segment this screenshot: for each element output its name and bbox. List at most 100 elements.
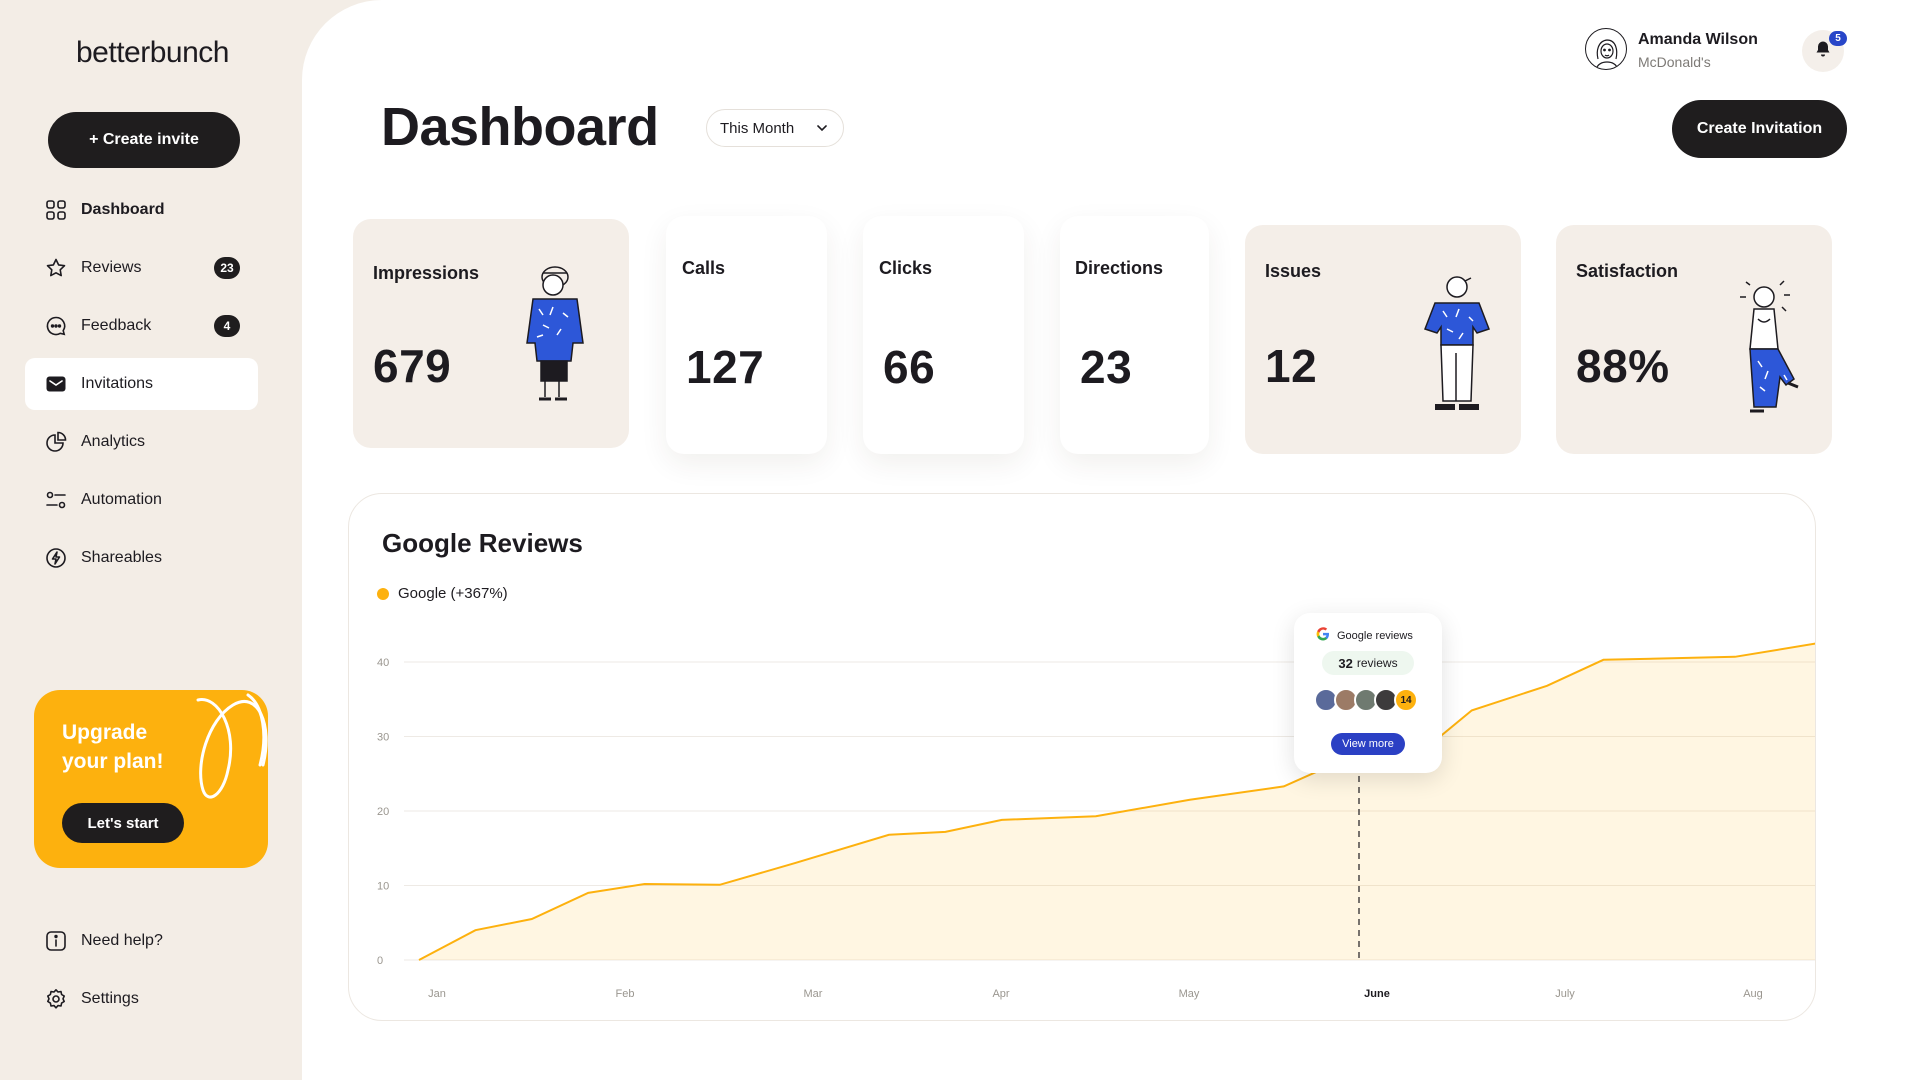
y-tick-label: 20 [377,806,389,818]
chart-tooltip: Google reviews 32 reviews 14 View more [1294,613,1442,773]
brand-logo[interactable]: betterbunch [76,36,229,69]
stat-card-calls[interactable]: Calls 127 [666,216,827,454]
sidebar-nav: Dashboard Reviews 23 Feedback 4 Invitati… [25,184,258,590]
stat-value: 12 [1265,340,1318,392]
x-tick-label: Feb [616,988,635,1000]
sidebar-item-dashboard[interactable]: Dashboard [25,184,258,236]
y-tick-label: 10 [377,881,389,893]
envelope-icon [45,373,67,395]
google-reviews-chart-card: Google Reviews Google (+367%) 0 10 20 30 40 J… [348,493,1816,1021]
stat-label: Satisfaction [1576,261,1679,281]
sidebar-item-automation[interactable]: Automation [25,474,258,526]
tooltip-count: 32 [1338,655,1353,671]
sidebar-item-label: Shareables [81,549,162,566]
stat-value: 88% [1576,340,1670,392]
feedback-count-badge: 4 [214,315,240,337]
chart-title: Google Reviews [382,528,583,558]
tooltip-count-pill: 32 reviews [1322,651,1414,675]
sidebar-item-label: Invitations [81,375,154,392]
sidebar-item-label: Dashboard [81,201,165,218]
tooltip-title: Google reviews [1337,629,1413,642]
stat-value: 679 [373,340,452,392]
sidebar-item-label: Reviews [81,259,142,276]
y-tick-label: 40 [377,657,389,669]
pie-chart-icon [45,431,67,453]
sidebar-item-analytics[interactable]: Analytics [25,416,258,468]
stat-label: Impressions [373,263,480,283]
stat-value: 23 [1080,341,1133,393]
stat-value: 127 [686,341,765,393]
more-reviewers-count: 14 [1394,688,1418,712]
info-icon [45,930,67,952]
create-invite-button[interactable]: + Create invite [48,112,240,168]
stat-card-clicks[interactable]: Clicks 66 [863,216,1024,454]
series-line [418,642,1815,961]
reviewer-avatars: 14 [1314,688,1418,712]
person-illustration-icon [1740,280,1799,413]
user-company: McDonald's [1638,54,1711,70]
user-profile[interactable]: Amanda Wilson McDonald's [1585,28,1785,72]
google-logo-icon [1316,627,1330,644]
stat-card-directions[interactable]: Directions 23 [1060,216,1209,454]
stat-card-issues[interactable]: Issues 12 [1245,225,1521,454]
page-title: Dashboard [381,97,659,157]
sidebar-item-label: Feedback [81,317,152,334]
lightning-icon [45,547,67,569]
sidebar-item-settings[interactable]: Settings [25,973,258,1025]
sidebar: betterbunch + Create invite Dashboard Re… [0,0,305,1080]
period-select[interactable]: This Month [706,109,844,147]
user-name: Amanda Wilson [1638,31,1758,48]
chart-legend[interactable]: Google (+367%) [377,585,508,602]
x-tick-label: Apr [992,988,1009,1000]
chevron-down-icon [815,121,829,139]
sidebar-item-label: Need help? [81,932,163,949]
lets-start-button[interactable]: Let's start [62,803,184,843]
stat-card-satisfaction[interactable]: Satisfaction 88% [1556,225,1832,454]
upgrade-title: Upgrade your plan! [62,721,164,773]
avatar [1585,28,1627,70]
sidebar-bottom-nav: Need help? Settings [25,915,258,1031]
legend-dot [377,587,389,600]
sidebar-item-reviews[interactable]: Reviews 23 [25,242,258,294]
period-select-value: This Month [720,119,795,137]
chat-bubble-icon [45,315,67,337]
stat-value: 66 [883,341,936,393]
view-more-button[interactable]: View more [1331,733,1405,755]
person-illustration-icon [1424,276,1490,410]
x-tick-label: July [1555,988,1575,1000]
bell-icon [1813,39,1833,64]
sidebar-item-invitations[interactable]: Invitations [25,358,258,410]
stat-label: Issues [1265,261,1322,281]
x-tick-label: Jan [428,988,446,1000]
reviews-area-chart[interactable]: 0 10 20 30 40 Jan Feb Mar Apr May June July Aug [349,494,1816,1021]
y-tick-label: 0 [377,955,383,967]
notification-count-badge: 5 [1829,31,1847,46]
series-area [419,643,1815,960]
sliders-icon [45,489,67,511]
y-tick-label: 30 [377,732,389,744]
sidebar-item-shareables[interactable]: Shareables [25,532,258,584]
person-illustration-icon [526,266,584,401]
upgrade-plan-card: Upgrade your plan! Let's start [34,690,268,868]
tooltip-header: Google reviews [1316,627,1413,644]
sidebar-item-feedback[interactable]: Feedback 4 [25,300,258,352]
x-tick-label: June [1364,988,1390,1000]
stat-label: Clicks [879,258,933,278]
stat-label: Calls [682,258,726,278]
x-tick-label: Aug [1743,988,1763,1000]
reviews-count-badge: 23 [214,257,240,279]
decorative-loop-icon [196,693,268,799]
legend-label: Google (+367%) [398,585,508,602]
x-tick-label: May [1179,988,1200,1000]
star-icon [45,257,67,279]
create-invitation-button[interactable]: Create Invitation [1672,100,1847,158]
sidebar-item-label: Settings [81,990,139,1007]
x-tick-label: Mar [804,988,823,1000]
gear-icon [45,988,67,1010]
tooltip-unit: reviews [1356,656,1398,670]
stat-label: Directions [1075,258,1164,278]
sidebar-item-need-help[interactable]: Need help? [25,915,258,967]
grid-icon [45,199,67,221]
sidebar-item-label: Analytics [81,433,146,450]
stat-card-impressions[interactable]: Impressions 679 [353,219,629,448]
